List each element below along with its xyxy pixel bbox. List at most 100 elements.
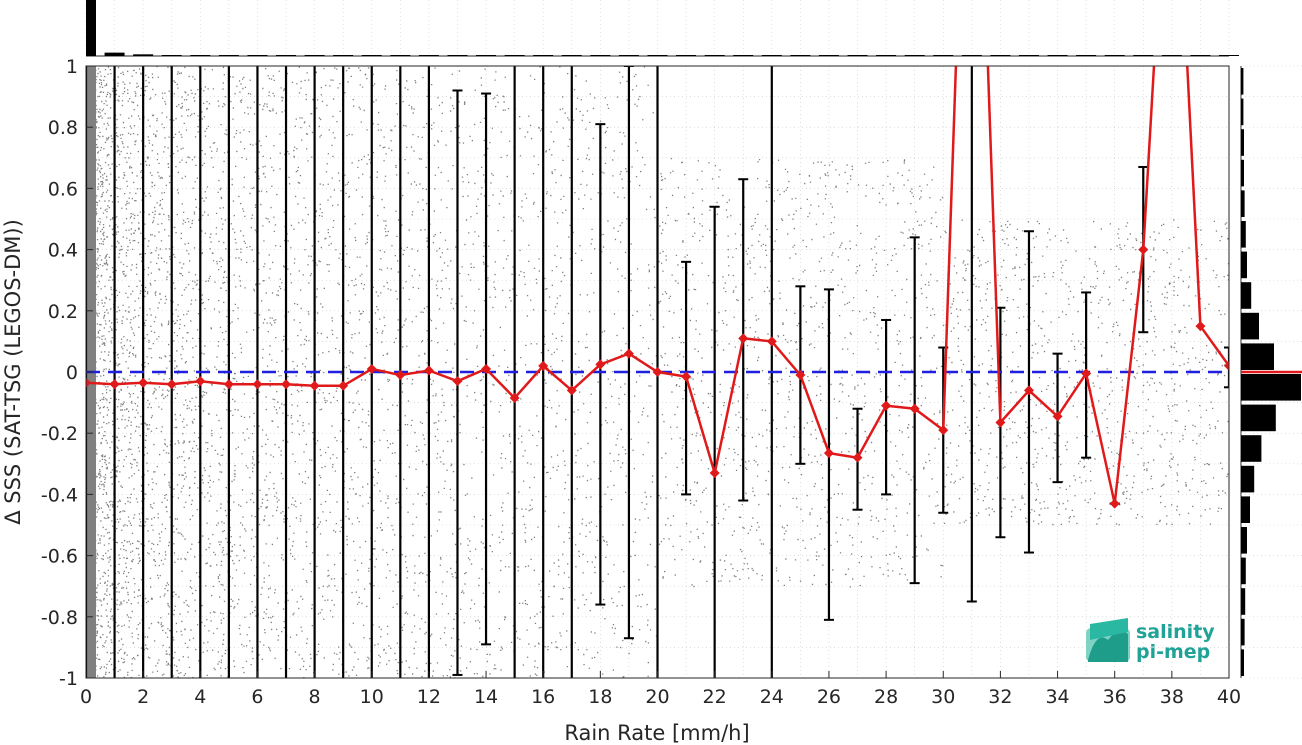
y-tick-label: 1 (66, 56, 78, 78)
top-histogram-bar (704, 55, 725, 56)
mean-series-point (1109, 498, 1120, 509)
top-histogram-bar (590, 55, 611, 56)
mean-series-point (166, 379, 177, 390)
top-histogram-bar (761, 55, 782, 56)
right-histogram-bar (1241, 129, 1244, 156)
x-tick-label: 16 (531, 686, 555, 708)
mean-series-point (1138, 244, 1149, 255)
mean-series-point (881, 400, 892, 411)
right-histogram-bar (1241, 465, 1255, 493)
tick-labels: 0 2 4 6 8 10 12 14 16 18 20 22 24 26 28 30 32 34 36 38 40-1-… (41, 56, 1241, 708)
mean-series-point (195, 376, 206, 387)
right-histogram-bar (1241, 557, 1246, 585)
y-tick-label: 0.8 (48, 117, 78, 139)
right-histogram-bar (1241, 496, 1250, 523)
top-histogram-bar (304, 55, 325, 56)
logo-line-1: salinity (1136, 621, 1215, 643)
mean-series-point (852, 452, 863, 463)
top-histogram-bar (676, 55, 697, 56)
top-histogram-bar (1076, 55, 1097, 56)
x-tick-label: 26 (817, 686, 841, 708)
x-tick-label: 8 (309, 686, 321, 708)
right-histogram-bar (1241, 159, 1244, 187)
right-histogram-bar (1241, 98, 1244, 126)
x-tick-label: 4 (194, 686, 206, 708)
x-tick-label: 22 (703, 686, 727, 708)
error-bar (256, 66, 259, 678)
right-histogram (1240, 65, 1302, 679)
top-histogram-bar (818, 55, 839, 56)
top-histogram-bar (476, 55, 497, 56)
x-tick-label: 0 (80, 686, 92, 708)
top-histogram-bar (104, 52, 125, 56)
mean-series-point (281, 379, 292, 390)
top-histogram-bar (847, 55, 868, 56)
x-tick-label: 32 (988, 686, 1012, 708)
error-bar (170, 66, 173, 678)
x-axis-label: Rain Rate [mm/h] (564, 721, 749, 745)
mean-series-point (1195, 321, 1206, 332)
top-histogram-bar (933, 55, 954, 56)
right-histogram-bar (1241, 68, 1244, 95)
x-tick-label: 2 (137, 686, 149, 708)
y-tick-label: -0.8 (41, 607, 78, 629)
y-tick-label: 0 (66, 362, 78, 384)
y-axis-label: Δ SSS (SAT-TSG (LEGOS-DM)) (1, 219, 25, 525)
error-bar (542, 66, 545, 678)
top-histogram-bar (133, 54, 154, 56)
top-histogram-bar (618, 55, 639, 56)
top-histogram-bar (86, 0, 96, 56)
right-histogram-bar (1241, 282, 1252, 309)
right-histogram-bar (1241, 312, 1259, 340)
y-tick-label: -0.4 (41, 484, 78, 506)
right-histogram-bar (1241, 404, 1276, 432)
right-histogram-bar (1241, 190, 1245, 217)
error-bar (1224, 346, 1229, 389)
top-histogram-bar (961, 55, 982, 56)
right-histogram-bar (1241, 374, 1301, 401)
right-histogram-bar (1241, 527, 1247, 554)
mean-series-point (909, 403, 920, 414)
x-tick-label: 12 (417, 686, 441, 708)
y-tick-label: -0.6 (41, 546, 78, 568)
top-histogram-bar (1133, 55, 1154, 56)
mean-series-point (709, 467, 720, 478)
mean-series-point (452, 376, 463, 387)
top-histogram-bar (533, 55, 554, 56)
mean-series-point (795, 370, 806, 381)
salinity-pi-mep-logo: salinity pi-mep (1086, 618, 1215, 663)
top-histogram-bar (1161, 55, 1182, 56)
x-tick-label: 28 (874, 686, 898, 708)
mean-series-point (223, 379, 234, 390)
top-histogram-bar (504, 55, 525, 56)
mean-series-point (1052, 411, 1063, 422)
right-histogram-bar (1241, 435, 1262, 462)
mean-series-point (652, 367, 663, 377)
mean-series-point (309, 380, 320, 391)
top-histogram-bar (904, 55, 925, 56)
top-histogram-bar (190, 55, 211, 56)
mean-series-point (538, 360, 549, 371)
mean-series-point (738, 333, 749, 344)
logo-line-2: pi-mep (1136, 641, 1210, 663)
y-tick-label: 0.6 (48, 178, 78, 200)
mean-series-point (766, 336, 777, 347)
y-tick-label: 0.2 (48, 301, 78, 323)
x-tick-label: 34 (1045, 686, 1069, 708)
x-tick-label: 24 (760, 686, 784, 708)
right-histogram-bar (1241, 221, 1246, 248)
top-histogram-bar (1018, 55, 1039, 56)
top-histogram-bar (390, 55, 411, 56)
mean-series-point (338, 380, 349, 391)
top-histogram (85, 0, 1239, 57)
mean-series-point (252, 379, 263, 390)
top-histogram-bar (361, 55, 382, 56)
mean-series-point (366, 363, 377, 374)
logo-wave-icon (1086, 618, 1130, 662)
mean-series-point (938, 425, 949, 436)
error-bar (342, 66, 345, 678)
mean-series-point (109, 379, 120, 390)
top-histogram-bar (990, 55, 1011, 56)
top-histogram-bar (733, 55, 754, 56)
